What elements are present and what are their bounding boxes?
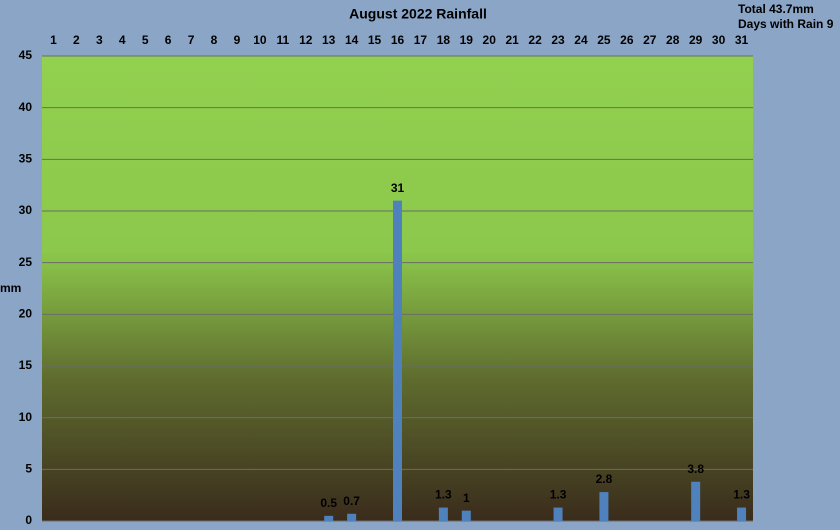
bar: [691, 481, 701, 521]
x-tick-label: 24: [574, 33, 588, 47]
x-tick-label: 26: [620, 33, 634, 47]
data-label: 31: [391, 181, 405, 195]
x-tick-label: 14: [345, 33, 359, 47]
annotation: Total 43.7mm: [738, 2, 814, 16]
x-tick-label: 28: [666, 33, 680, 47]
x-tick-label: 1: [50, 33, 57, 47]
x-tick-label: 7: [188, 33, 195, 47]
y-axis-label: mm: [0, 281, 21, 295]
data-label: 2.8: [596, 472, 613, 486]
data-label: 1.3: [435, 488, 452, 502]
x-tick-label: 22: [528, 33, 542, 47]
bar: [737, 507, 747, 521]
y-tick-label: 15: [19, 358, 33, 372]
bar: [599, 492, 609, 521]
x-tick-label: 18: [437, 33, 451, 47]
data-label: 3.8: [687, 462, 704, 476]
x-tick-label: 15: [368, 33, 382, 47]
x-tick-label: 6: [165, 33, 172, 47]
x-tick-label: 31: [735, 33, 749, 47]
x-tick-label: 17: [414, 33, 428, 47]
data-label: 0.5: [320, 496, 337, 510]
x-tick-label: 23: [551, 33, 565, 47]
y-tick-label: 10: [19, 410, 33, 424]
x-tick-label: 20: [483, 33, 497, 47]
x-tick-label: 30: [712, 33, 726, 47]
y-tick-label: 35: [19, 152, 33, 166]
x-tick-label: 2: [73, 33, 80, 47]
x-tick-label: 4: [119, 33, 126, 47]
x-tick-label: 5: [142, 33, 149, 47]
x-tick-label: 25: [597, 33, 611, 47]
y-tick-label: 0: [25, 513, 32, 527]
x-tick-label: 19: [460, 33, 474, 47]
x-tick-label: 10: [253, 33, 267, 47]
data-label: 1.3: [550, 488, 567, 502]
data-label: 1: [463, 491, 470, 505]
chart-title: August 2022 Rainfall: [349, 6, 487, 22]
y-tick-label: 25: [19, 255, 33, 269]
bar: [393, 200, 402, 521]
y-tick-label: 40: [19, 100, 33, 114]
x-tick-label: 12: [299, 33, 313, 47]
y-tick-label: 45: [19, 48, 33, 62]
bar: [324, 515, 334, 521]
y-tick-label: 5: [25, 462, 32, 476]
bar: [347, 513, 357, 521]
x-tick-label: 11: [276, 33, 289, 47]
x-tick-label: 9: [234, 33, 241, 47]
data-label: 1.3: [733, 488, 750, 502]
bar: [461, 510, 471, 521]
y-tick-label: 20: [19, 307, 33, 321]
bar: [553, 507, 563, 521]
x-tick-label: 3: [96, 33, 103, 47]
x-tick-label: 29: [689, 33, 703, 47]
bar: [438, 507, 448, 521]
annotation: Days with Rain 9: [738, 17, 834, 31]
data-label: 0.7: [343, 494, 360, 508]
y-tick-label: 30: [19, 203, 33, 217]
x-tick-label: 13: [322, 33, 336, 47]
x-tick-label: 8: [211, 33, 218, 47]
x-tick-label: 27: [643, 33, 657, 47]
x-tick-label: 21: [505, 33, 519, 47]
x-tick-label: 16: [391, 33, 405, 47]
